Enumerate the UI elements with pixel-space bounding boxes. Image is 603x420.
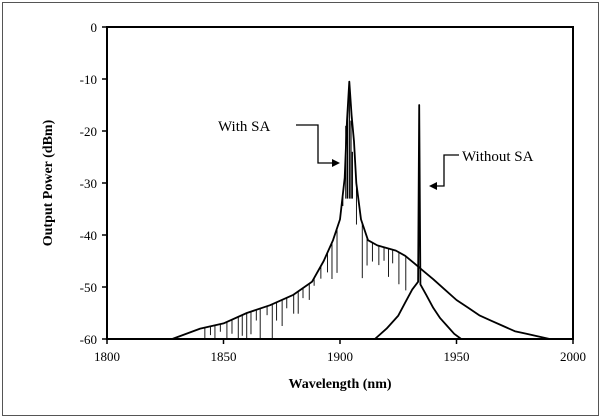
annotation-without-sa: Without SA [462,149,534,165]
annotations: With SA Without SA [218,119,534,190]
plot-area [106,26,574,340]
annotation-with-sa: With SA [218,119,270,135]
tick-labels: 1800 1850 1900 1950 2000 0 -10 -20 -30 -40 -50 -60 [80,20,586,364]
series-layer [171,80,550,340]
x-axis-label: Wavelength (nm) [288,377,391,392]
annotation-arrow-without-sa [436,154,459,187]
y-tick-label: -60 [80,332,97,347]
chart-frame [2,2,599,416]
y-tick-label: -50 [80,280,97,295]
arrowhead-with-sa [332,159,340,167]
y-axis-label: Output Power (dBm) [41,119,56,246]
plot-border [106,26,574,340]
series-line-with-sa [171,80,550,340]
x-tick-label: 1800 [94,349,120,364]
y-tick-label: -20 [80,124,97,139]
x-tick-label: 2000 [560,349,586,364]
y-tick-label: -30 [80,176,97,191]
annotation-arrow-with-sa [296,124,334,164]
y-tick-label: -10 [80,72,97,87]
x-tick-label: 1850 [211,349,237,364]
arrowhead-without-sa [429,182,437,190]
x-tick-label: 1900 [327,349,353,364]
x-tick-label: 1950 [444,349,470,364]
y-tick-label: 0 [91,20,98,35]
series-line-without-sa [374,104,462,340]
y-tick-label: -40 [80,228,97,243]
